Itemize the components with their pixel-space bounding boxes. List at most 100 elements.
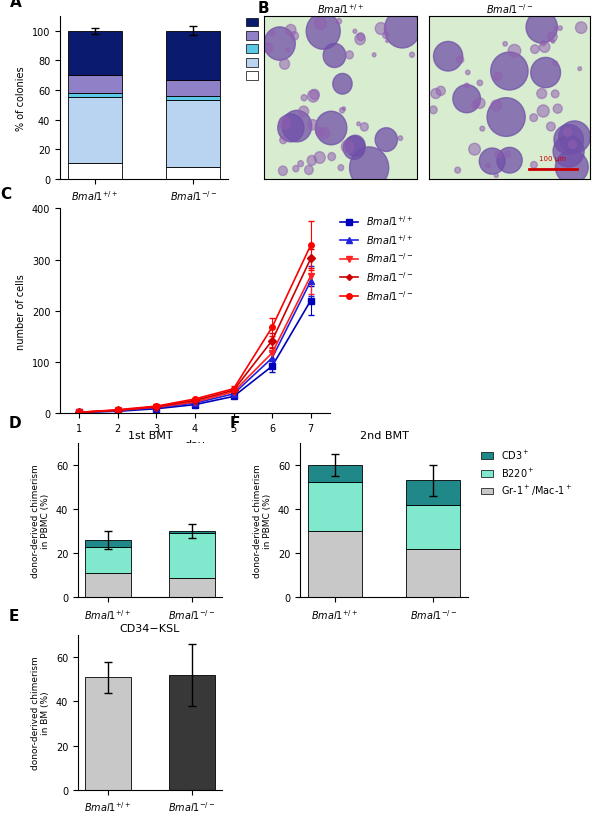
- Bar: [85, 547, 131, 573]
- Circle shape: [559, 122, 590, 154]
- Bar: [308, 482, 362, 483]
- Circle shape: [541, 42, 545, 47]
- Circle shape: [508, 45, 521, 59]
- Circle shape: [410, 53, 415, 59]
- Bar: [68, 94, 122, 98]
- Circle shape: [555, 168, 559, 171]
- Circle shape: [338, 166, 344, 171]
- Circle shape: [301, 95, 307, 102]
- Circle shape: [314, 18, 326, 31]
- Circle shape: [355, 34, 365, 46]
- Circle shape: [431, 89, 441, 99]
- Text: E: E: [9, 608, 19, 623]
- Circle shape: [341, 141, 353, 154]
- Circle shape: [314, 152, 325, 164]
- Text: F: F: [229, 415, 240, 431]
- Circle shape: [486, 164, 490, 169]
- Y-axis label: donor-derived chimerism
in PBMC (%): donor-derived chimerism in PBMC (%): [31, 464, 50, 577]
- Circle shape: [553, 105, 562, 114]
- Title: $\it{Bmal1}$$^{+/+}$: $\it{Bmal1}$$^{+/+}$: [317, 3, 364, 16]
- Circle shape: [350, 148, 389, 190]
- Circle shape: [264, 28, 295, 61]
- Circle shape: [537, 106, 549, 118]
- Circle shape: [383, 33, 389, 39]
- Circle shape: [491, 53, 528, 91]
- Circle shape: [547, 123, 555, 132]
- Circle shape: [553, 62, 557, 67]
- Circle shape: [305, 166, 313, 176]
- Circle shape: [278, 115, 304, 143]
- Circle shape: [530, 46, 539, 54]
- Circle shape: [319, 129, 329, 140]
- Bar: [406, 549, 460, 598]
- Circle shape: [547, 33, 557, 43]
- Circle shape: [494, 73, 502, 81]
- Legend: nmEM, nmM, nmE, nm, m: nmEM, nmM, nmE, nm, m: [247, 18, 296, 82]
- Circle shape: [563, 130, 571, 137]
- Y-axis label: % of colonies: % of colonies: [16, 66, 26, 130]
- Circle shape: [477, 81, 482, 86]
- Bar: [85, 677, 131, 790]
- Circle shape: [342, 108, 346, 111]
- Circle shape: [539, 43, 550, 54]
- Bar: [406, 548, 460, 549]
- Circle shape: [569, 142, 577, 150]
- Circle shape: [497, 148, 522, 174]
- Circle shape: [307, 156, 316, 166]
- Circle shape: [436, 87, 445, 96]
- Circle shape: [469, 144, 481, 156]
- Bar: [406, 481, 460, 505]
- Circle shape: [290, 33, 298, 41]
- Circle shape: [337, 19, 341, 25]
- Circle shape: [472, 102, 478, 109]
- Bar: [308, 465, 362, 483]
- Text: C: C: [1, 186, 12, 201]
- Circle shape: [575, 23, 587, 34]
- Circle shape: [293, 166, 299, 172]
- Circle shape: [530, 162, 537, 169]
- Circle shape: [328, 153, 335, 161]
- Circle shape: [530, 115, 538, 122]
- Text: 100 μm: 100 μm: [539, 155, 566, 162]
- Circle shape: [280, 137, 287, 145]
- Circle shape: [278, 167, 287, 176]
- Circle shape: [310, 90, 319, 100]
- Bar: [406, 597, 460, 598]
- Title: CD34−KSL: CD34−KSL: [120, 623, 180, 633]
- Circle shape: [282, 111, 312, 143]
- Circle shape: [487, 99, 525, 137]
- Circle shape: [554, 28, 557, 31]
- Bar: [308, 532, 362, 598]
- Circle shape: [551, 41, 555, 44]
- Bar: [68, 98, 122, 163]
- Circle shape: [430, 107, 437, 115]
- Bar: [406, 505, 460, 549]
- Bar: [169, 532, 215, 533]
- Circle shape: [340, 109, 344, 114]
- Circle shape: [372, 54, 376, 58]
- Bar: [308, 530, 362, 532]
- Circle shape: [361, 124, 368, 132]
- Circle shape: [531, 59, 560, 89]
- Y-axis label: donor-derived chimerism
in PBMC (%): donor-derived chimerism in PBMC (%): [253, 464, 272, 577]
- Bar: [68, 76, 122, 94]
- Circle shape: [479, 149, 505, 175]
- Bar: [85, 573, 131, 598]
- Y-axis label: donor-derived chimerism
in BM (%): donor-derived chimerism in BM (%): [31, 656, 50, 769]
- Bar: [169, 675, 215, 790]
- Circle shape: [375, 129, 397, 152]
- Circle shape: [357, 33, 364, 42]
- Circle shape: [306, 14, 340, 50]
- Circle shape: [316, 128, 323, 137]
- Title: 2nd BMT: 2nd BMT: [359, 431, 409, 441]
- Circle shape: [316, 112, 347, 145]
- Circle shape: [491, 101, 502, 112]
- Circle shape: [553, 136, 584, 168]
- Y-axis label: number of cells: number of cells: [16, 273, 26, 349]
- Circle shape: [375, 23, 386, 35]
- Bar: [166, 168, 220, 180]
- Circle shape: [475, 99, 485, 110]
- Circle shape: [466, 71, 470, 75]
- Circle shape: [537, 89, 547, 99]
- Text: B: B: [258, 1, 269, 16]
